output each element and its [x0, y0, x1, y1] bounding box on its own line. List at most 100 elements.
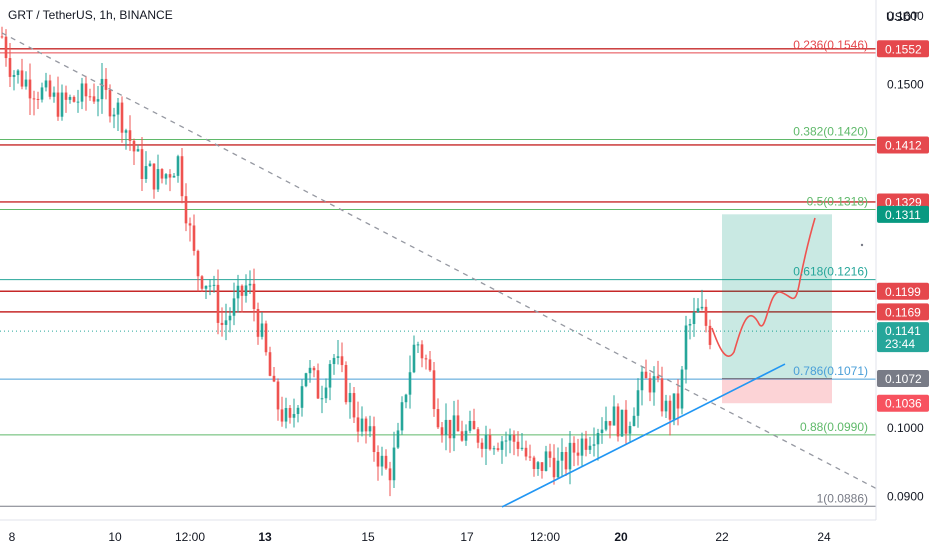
- candle-167: [668, 395, 672, 436]
- candle-body-176: [704, 306, 708, 326]
- time-axis[interactable]: 8 10 12:00 13 15 17 12:00 20 22 24: [9, 530, 831, 544]
- candle-136: [544, 445, 548, 472]
- candle-132: [528, 444, 532, 462]
- candle-body-65: [260, 323, 264, 337]
- candle-120: [480, 438, 484, 458]
- candle-body-3: [12, 75, 16, 77]
- price-tag-7: 0.1072: [877, 369, 929, 387]
- candle-body-28: [112, 114, 116, 117]
- candle-153: [612, 395, 616, 426]
- price-tick-0: 0.1600: [887, 9, 924, 23]
- candle-body-46: [184, 196, 188, 224]
- candle-159: [636, 378, 640, 428]
- candle-60: [240, 284, 244, 313]
- candle-89: [356, 401, 360, 443]
- time-tick-9: 24: [817, 530, 831, 544]
- candle-body-52: [208, 285, 212, 287]
- candle-30: [120, 96, 124, 143]
- candle-82: [328, 360, 332, 401]
- candlesticks: [0, 26, 712, 497]
- candle-142: [568, 431, 572, 485]
- candle-body-107: [428, 359, 432, 371]
- candle-body-0: [0, 36, 4, 38]
- candle-90: [360, 406, 364, 437]
- candle-body-133: [532, 457, 536, 469]
- candle-body-90: [360, 418, 364, 432]
- candle-166: [664, 394, 668, 419]
- candle-body-38: [152, 163, 156, 190]
- candle-body-158: [632, 415, 636, 426]
- price-tag-text-4: 0.1199: [885, 285, 921, 299]
- candle-body-166: [664, 400, 668, 412]
- ascending-trendline: [501, 363, 786, 508]
- candle-body-95: [380, 455, 384, 467]
- candle-114: [456, 399, 460, 432]
- candle-body-48: [192, 225, 196, 251]
- candle-40: [160, 168, 164, 184]
- candle-149: [596, 428, 600, 461]
- candle-77: [308, 359, 312, 383]
- candle-173: [692, 297, 696, 337]
- candle-44: [176, 154, 180, 183]
- candle-119: [476, 427, 480, 449]
- candle-body-33: [132, 140, 136, 152]
- candle-body-4: [16, 70, 20, 76]
- price-axis[interactable]: 0.1600 0.1500 0.1000 0.0900: [887, 9, 924, 504]
- drawings[interactable]: [1, 32, 877, 508]
- candle-body-29: [116, 102, 120, 115]
- candle-55: [220, 307, 224, 337]
- candle-body-88: [352, 393, 356, 418]
- candle-body-124: [496, 448, 500, 450]
- candle-body-41: [164, 174, 168, 179]
- candle-body-18: [72, 96, 76, 102]
- candle-61: [244, 274, 248, 303]
- candle-10: [40, 82, 44, 103]
- candle-177: [708, 319, 712, 350]
- candle-body-149: [596, 432, 600, 445]
- candle-body-20: [80, 83, 84, 102]
- candle-46: [184, 183, 188, 232]
- candle-93: [372, 416, 376, 462]
- candle-body-121: [484, 434, 488, 449]
- candle-body-154: [616, 406, 620, 437]
- candle-88: [352, 386, 356, 423]
- candle-body-99: [396, 430, 400, 448]
- candle-body-91: [364, 418, 368, 432]
- candle-body-116: [464, 430, 468, 441]
- candle-body-75: [300, 386, 304, 408]
- candle-body-25: [100, 78, 104, 100]
- price-tag-4: 0.1199: [877, 282, 929, 300]
- candle-body-50: [200, 276, 204, 289]
- candle-body-5: [20, 70, 24, 87]
- price-tag-1: 0.1412: [877, 136, 929, 154]
- price-tag-text-5: 0.1169: [885, 305, 921, 319]
- candle-body-47: [188, 223, 192, 226]
- fib-label-2: 0.5(0.1318): [807, 195, 868, 209]
- time-tick-4: 15: [361, 530, 375, 544]
- candle-51: [204, 285, 208, 300]
- candle-body-58: [232, 298, 236, 316]
- price-tag-0: 0.1552: [877, 40, 929, 58]
- candle-body-155: [620, 409, 624, 437]
- candle-body-85: [340, 356, 344, 366]
- candle-body-60: [240, 285, 244, 296]
- candle-62: [248, 270, 252, 295]
- candle-body-177: [708, 325, 712, 345]
- candle-body-165: [660, 378, 664, 412]
- candle-body-8: [32, 98, 36, 100]
- candle-71: [284, 397, 288, 429]
- candle-103: [412, 335, 416, 374]
- candle-84: [336, 340, 340, 365]
- time-tick-3: 13: [258, 530, 272, 544]
- candle-body-17: [68, 96, 72, 100]
- candle-body-83: [332, 357, 336, 365]
- candle-108: [432, 361, 436, 417]
- candle-154: [616, 403, 620, 442]
- candle-54: [216, 269, 220, 335]
- candle-109: [436, 398, 440, 429]
- candle-174: [696, 298, 700, 314]
- position-box[interactable]: [722, 214, 832, 404]
- candle-92: [368, 415, 372, 438]
- candle-body-92: [368, 426, 372, 432]
